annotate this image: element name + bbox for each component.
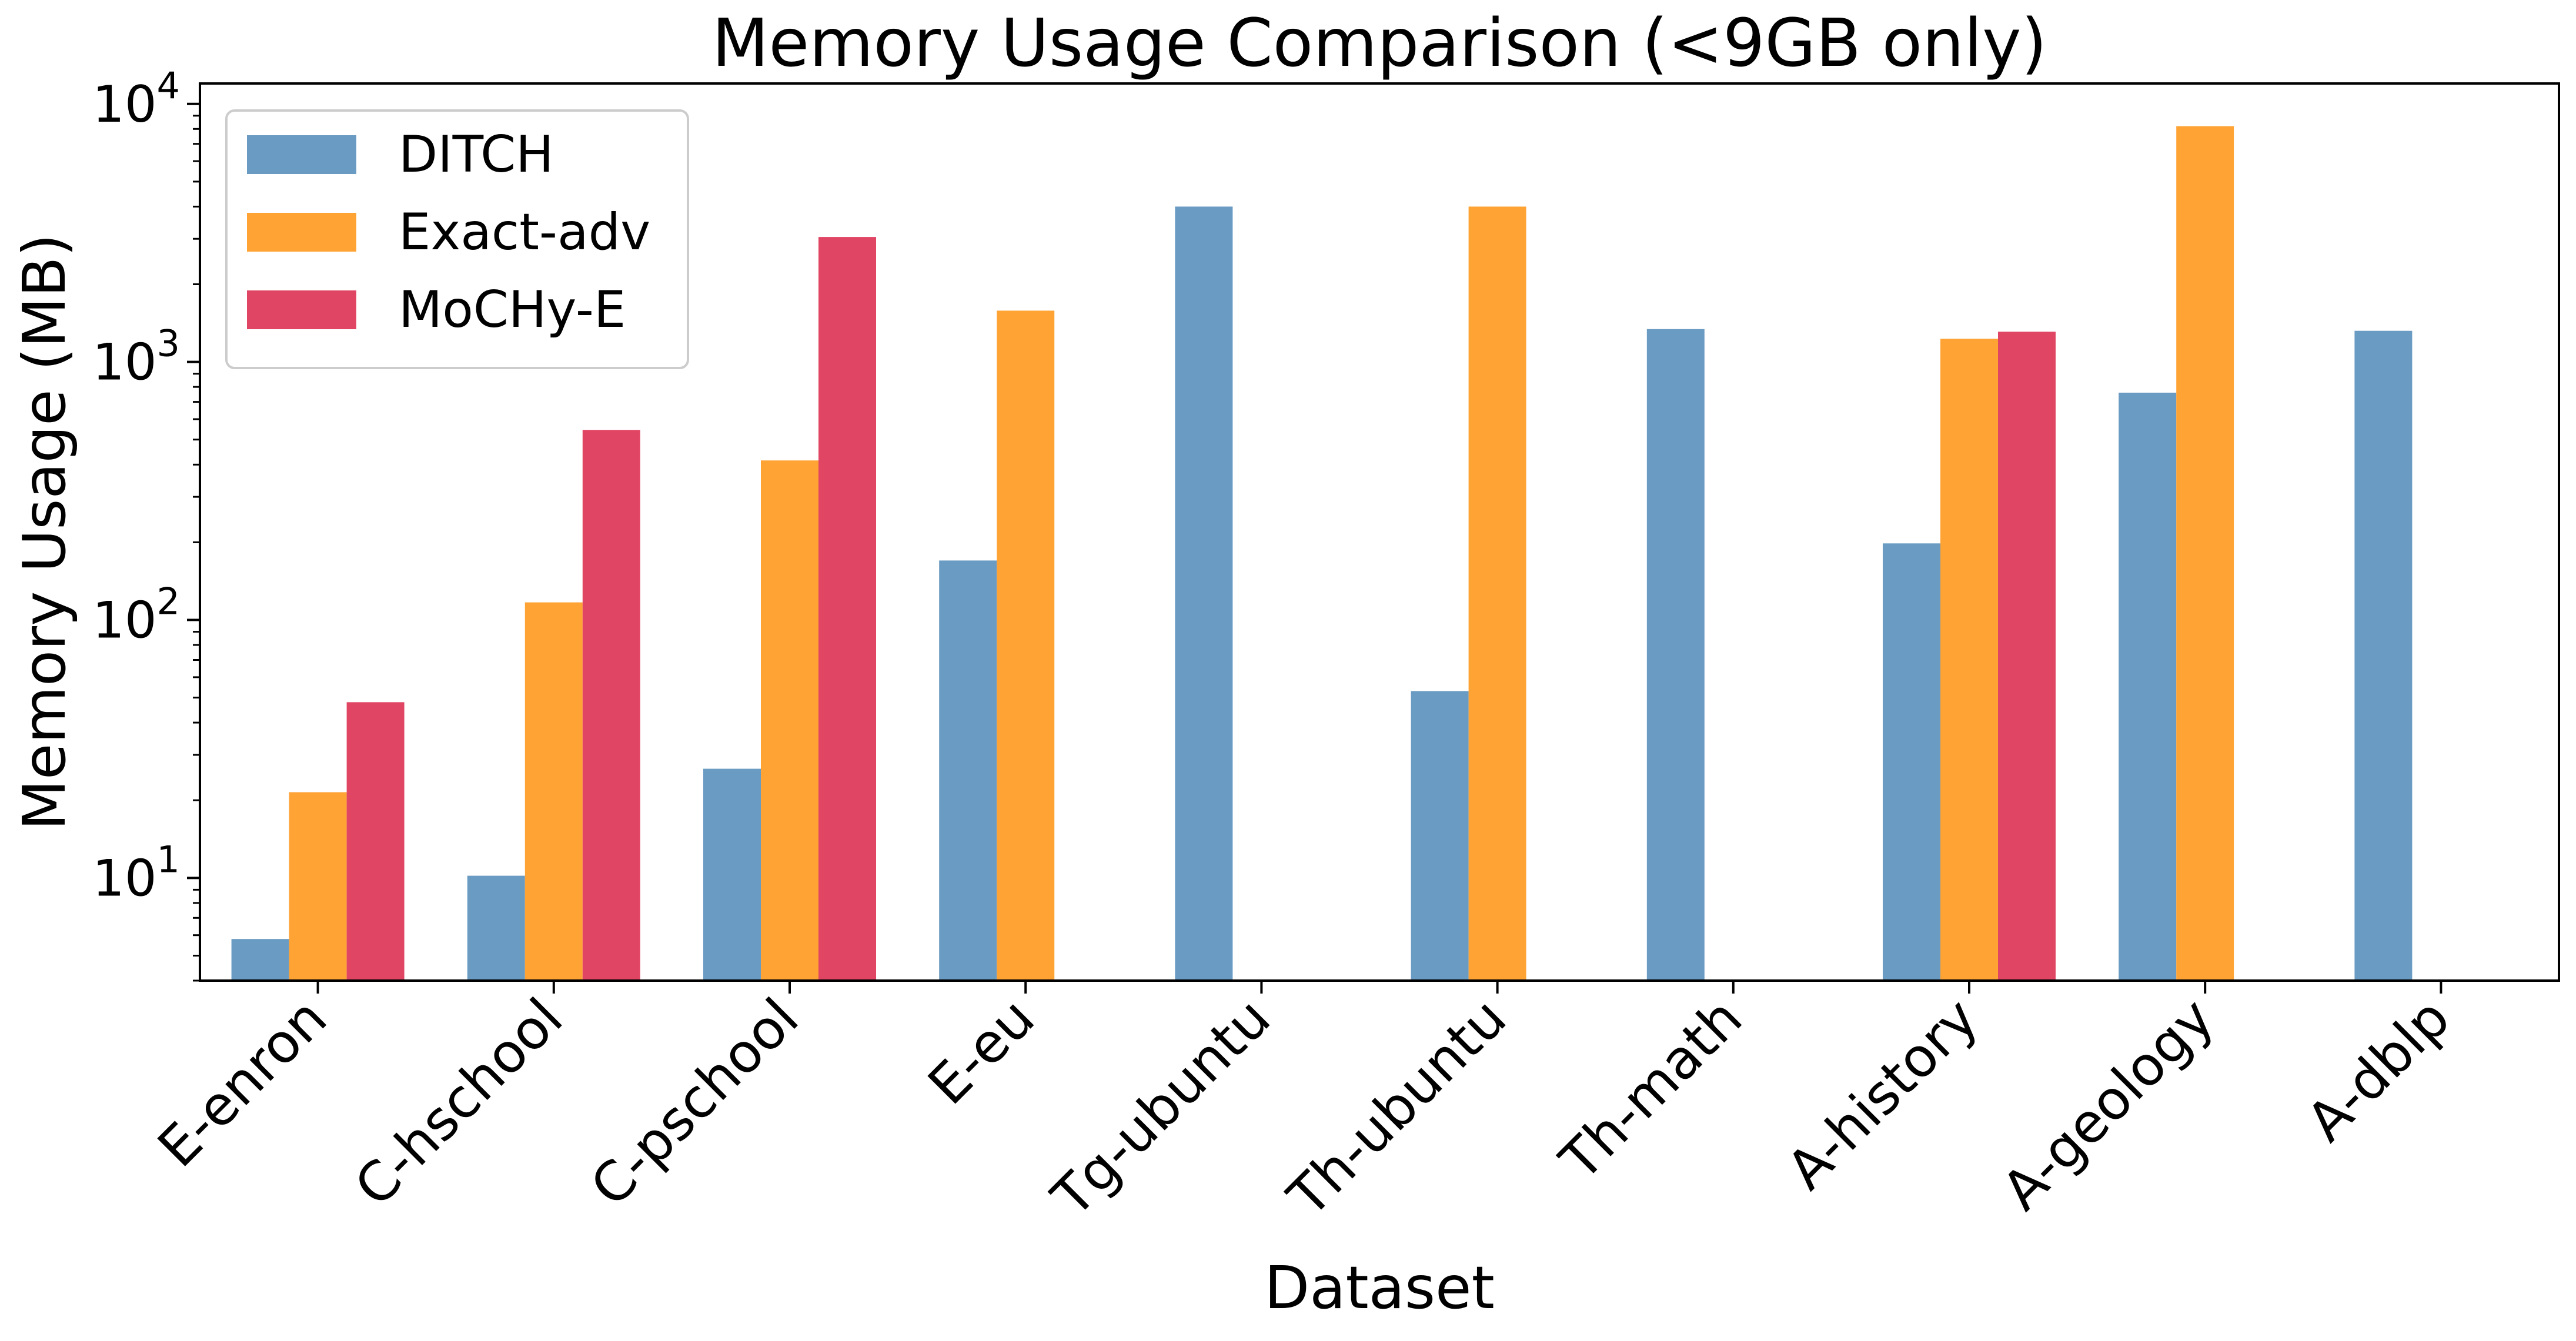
bar-exact-adv-e-eu — [997, 310, 1055, 981]
x-tick-label: C-pschool — [579, 986, 810, 1218]
chart-title: Memory Usage Comparison (<9GB only) — [712, 5, 2047, 82]
y-tick-label: 101 — [92, 838, 180, 908]
legend-label-ditch: DITCH — [399, 125, 554, 184]
bar-ditch-a-dblp — [2354, 330, 2413, 981]
legend-swatch-mochy-e — [247, 290, 356, 329]
bar-mochy-e-c-pschool — [818, 237, 876, 981]
bar-ditch-th-math — [1646, 329, 1705, 981]
legend-label-exact-adv: Exact-adv — [399, 203, 650, 262]
y-tick-label: 103 — [92, 322, 180, 392]
legend-swatch-exact-adv — [247, 213, 356, 252]
x-tick-label: Th-math — [1548, 986, 1755, 1193]
y-tick-label: 102 — [92, 580, 180, 650]
y-axis-label: Memory Usage (MB) — [10, 234, 79, 831]
bar-ditch-c-hschool — [467, 875, 525, 981]
bar-exact-adv-a-history — [1940, 339, 1998, 981]
legend-swatch-ditch — [247, 135, 356, 174]
y-tick-label: 104 — [92, 64, 180, 134]
bar-mochy-e-a-history — [1998, 332, 2056, 981]
plot-frame — [199, 82, 2560, 982]
bar-ditch-c-pschool — [703, 768, 761, 981]
x-tick-label: Th-ubuntu — [1276, 986, 1519, 1229]
y-axis: 101 102 103 104 — [92, 64, 200, 982]
x-axis-label: Dataset — [1264, 1253, 1495, 1322]
x-tick-label: A-history — [1775, 986, 1990, 1202]
x-tick-label: A-geology — [1990, 986, 2226, 1222]
x-axis: E-enron C-hschool C-pschool E-euTg-ubuntuTh… — [146, 981, 2462, 1229]
x-tick-label: Tg-ubuntu — [1040, 986, 1282, 1229]
bar-ditch-tg-ubuntu — [1175, 206, 1233, 981]
bars — [231, 126, 2413, 981]
bar-ditch-a-geology — [2119, 392, 2177, 981]
x-tick-label: E-eu — [916, 986, 1047, 1117]
bar-mochy-e-e-enron — [346, 702, 405, 981]
x-tick-label: C-hschool — [343, 986, 574, 1218]
x-tick-label: E-enron — [146, 986, 339, 1179]
bar-exact-adv-th-ubuntu — [1468, 206, 1526, 981]
bar-ditch-e-eu — [939, 560, 997, 981]
bar-ditch-a-history — [1883, 543, 1940, 981]
x-tick-label: A-dblp — [2295, 986, 2462, 1153]
bar-exact-adv-c-pschool — [761, 460, 818, 981]
legend-label-mochy-e: MoCHy-E — [399, 280, 626, 339]
legend: DITCH Exact-adv MoCHy-E — [225, 109, 689, 369]
bar-ditch-th-ubuntu — [1411, 691, 1469, 981]
bar-ditch-e-enron — [231, 939, 289, 981]
bar-mochy-e-c-hschool — [582, 430, 640, 981]
bar-exact-adv-a-geology — [2176, 126, 2234, 981]
bar-exact-adv-e-enron — [289, 792, 347, 981]
bar-exact-adv-c-hschool — [524, 602, 583, 981]
